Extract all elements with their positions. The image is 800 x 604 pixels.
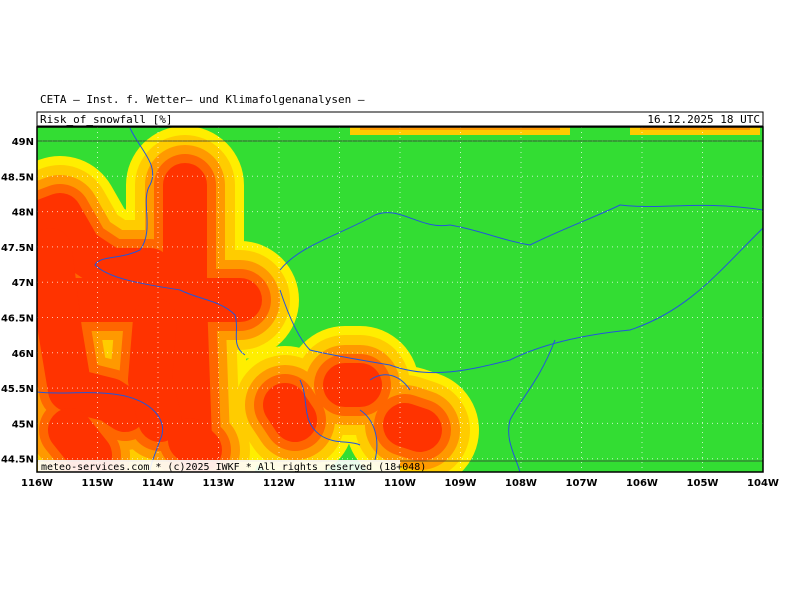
lon-label: 110W <box>384 478 416 489</box>
lon-label: 105W <box>687 478 719 489</box>
lat-label: 48.5N <box>1 172 34 183</box>
lat-label: 49N <box>12 137 34 148</box>
map-field: meteo-services.com * (c)2025 IWKF * All … <box>37 127 763 473</box>
snow-area <box>37 163 442 472</box>
lon-label: 109W <box>445 478 477 489</box>
lon-label: 108W <box>505 478 537 489</box>
lon-label: 112W <box>263 478 295 489</box>
lat-label: 46.5N <box>1 314 34 325</box>
label-bar <box>36 111 764 127</box>
title: CETA – Inst. f. Wetter– und Klimafolgena… <box>40 93 365 106</box>
footer: meteo-services.com * (c)2025 IWKF * All … <box>41 462 426 473</box>
lat-label: 48N <box>12 208 34 219</box>
lon-label: 115W <box>82 478 114 489</box>
lon-label: 113W <box>203 478 235 489</box>
valid-time: 16.12.2025 18 UTC <box>647 113 760 126</box>
lat-label: 44.5N <box>1 455 34 466</box>
lat-label: 47.5N <box>1 243 34 254</box>
lat-label: 47N <box>12 278 34 289</box>
lat-label: 45.5N <box>1 384 34 395</box>
lon-label: 106W <box>626 478 658 489</box>
parameter: Risk_of_snowfall [%] <box>40 113 172 126</box>
lat-label: 45N <box>12 419 34 430</box>
lon-label: 116W <box>21 478 53 489</box>
map-frame <box>36 126 764 473</box>
lon-label: 104W <box>747 478 779 489</box>
lon-label: 107W <box>566 478 598 489</box>
lon-label: 111W <box>324 478 356 489</box>
rivers <box>37 127 763 472</box>
lon-label: 114W <box>142 478 174 489</box>
lat-label: 46N <box>12 349 34 360</box>
